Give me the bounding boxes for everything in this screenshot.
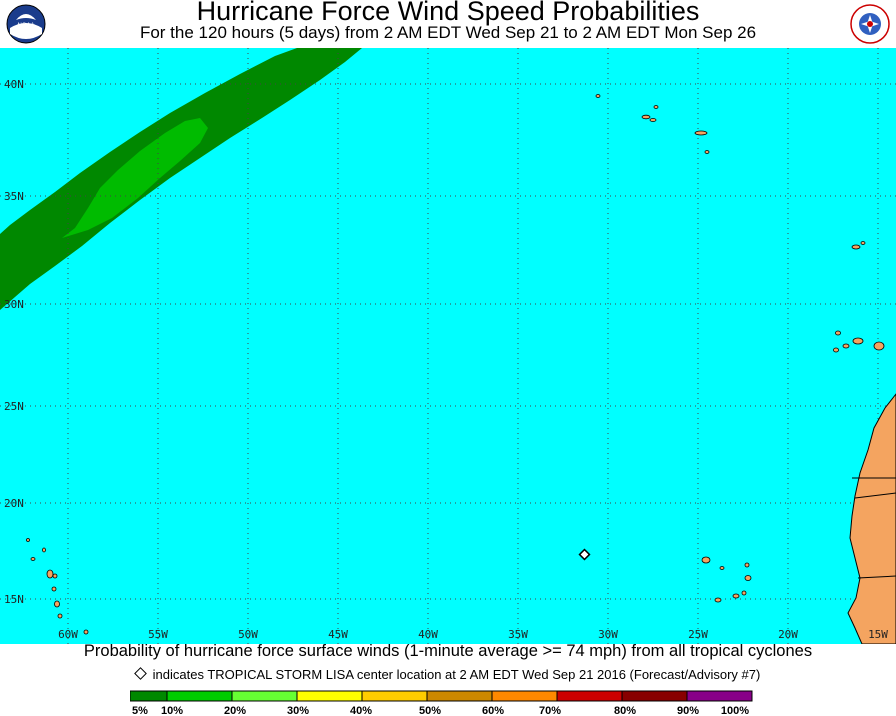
latitude-label: 30N — [4, 298, 24, 311]
legend-swatch — [130, 690, 168, 702]
legend-swatch — [556, 690, 623, 702]
legend-swatch — [621, 690, 688, 702]
longitude-label: 50W — [238, 628, 258, 641]
legend-swatch — [491, 690, 558, 702]
legend-label: 70% — [539, 705, 561, 716]
latitude-label: 35N — [4, 190, 24, 203]
legend-label: 40% — [350, 705, 372, 716]
latitude-label: 40N — [4, 78, 24, 91]
longitude-label: 55W — [148, 628, 168, 641]
svg-text:NOAA: NOAA — [17, 23, 34, 29]
legend-label: 80% — [614, 705, 636, 716]
islands — [26, 94, 885, 635]
border — [854, 492, 896, 499]
page-subtitle: For the 120 hours (5 days) from 2 AM EDT… — [139, 23, 757, 42]
longitude-label: 30W — [598, 628, 618, 641]
probability-legend: 5% 10% 20% 30% 40% 50% 60% 70% 80% 90% 100% — [130, 690, 753, 716]
border — [857, 575, 896, 579]
longitude-label: 25W — [688, 628, 708, 641]
storm-diamond-icon — [133, 667, 147, 680]
legend-label: 90% — [677, 705, 699, 716]
africa-landmass — [847, 393, 896, 644]
longitude-label: 45W — [328, 628, 348, 641]
legend-label: 5% — [132, 705, 148, 716]
legend-swatch — [686, 690, 753, 702]
longitude-label: 35W — [508, 628, 528, 641]
probability-contour-5pct — [0, 48, 362, 310]
noaa-logo-icon: NOAA — [6, 4, 46, 44]
probability-map: 40N 35N 30N 25N 20N 15N 60W 55W 50W 45W 40W 35W 30W… — [0, 48, 896, 644]
longitude-label: 40W — [418, 628, 438, 641]
longitude-label: 60W — [58, 628, 78, 641]
page-title: Hurricane Force Wind Speed Probabilities — [196, 0, 700, 26]
legend-label: 50% — [419, 705, 441, 716]
legend-swatch — [296, 690, 363, 702]
nws-logo-icon — [850, 4, 890, 44]
storm-note-text: indicates TROPICAL STORM LISA center loc… — [152, 667, 761, 682]
storm-note: indicates TROPICAL STORM LISA center loc… — [0, 667, 896, 682]
storm-center-marker — [578, 548, 591, 561]
latitude-label: 25N — [4, 400, 24, 413]
legend-swatch — [231, 690, 298, 702]
legend-label: 30% — [287, 705, 309, 716]
longitude-label: 15W — [868, 628, 888, 641]
legend-label: 100% — [721, 705, 749, 716]
latitude-label: 15N — [4, 593, 24, 606]
legend-swatch — [361, 690, 428, 702]
legend-label: 20% — [224, 705, 246, 716]
header: NOAA Hurricane Force Wind Speed Probabil… — [0, 0, 896, 48]
latitude-label: 20N — [4, 497, 24, 510]
longitude-label: 20W — [778, 628, 798, 641]
legend-swatch — [426, 690, 493, 702]
map-caption: Probability of hurricane force surface w… — [83, 642, 813, 660]
longitude-labels: 60W 55W 50W 45W 40W 35W 30W 25W 20W 15W — [58, 628, 888, 641]
legend-swatch — [166, 690, 233, 702]
legend-label: 10% — [161, 705, 183, 716]
probability-contour-10pct — [62, 118, 208, 238]
legend-label: 60% — [482, 705, 504, 716]
latitude-labels: 40N 35N 30N 25N 20N 15N — [4, 78, 24, 606]
